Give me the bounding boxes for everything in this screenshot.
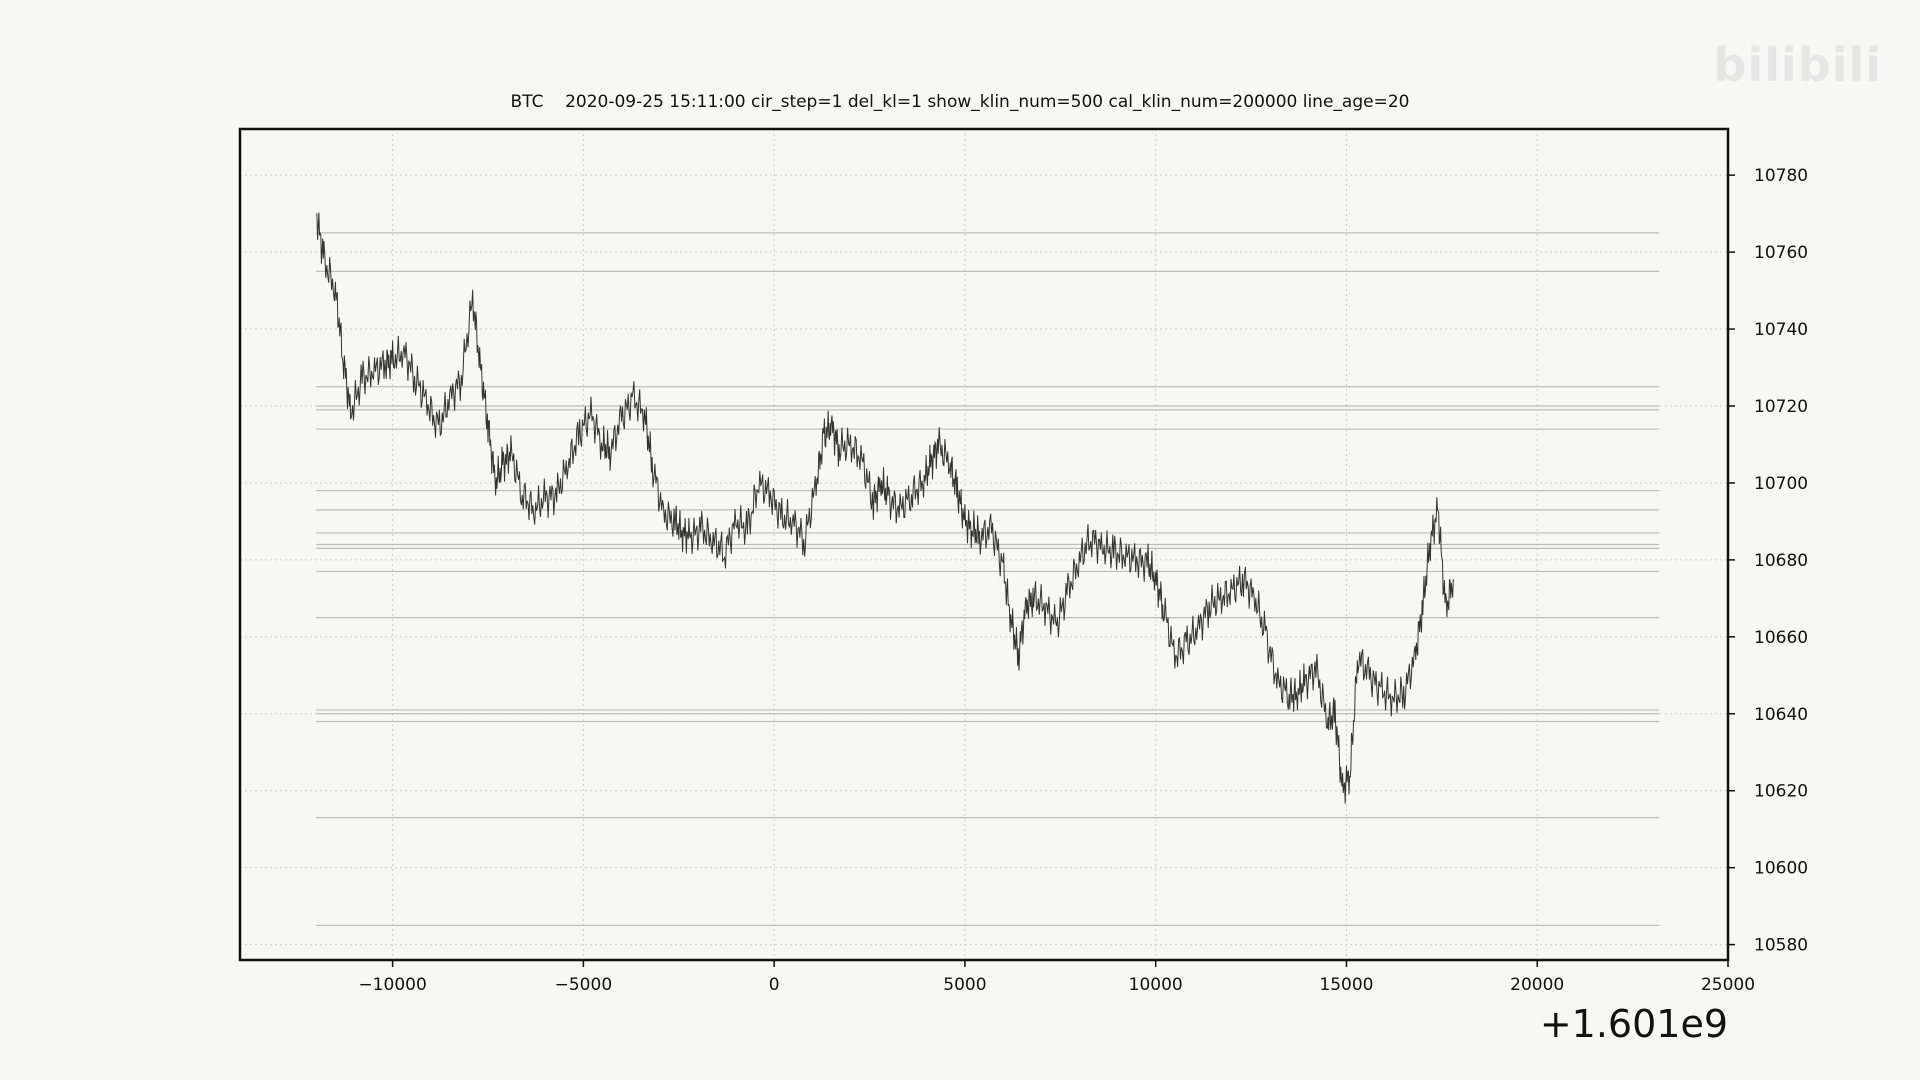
x-axis-offset-label: +1.601e9 [1539,1002,1728,1046]
y-tick-label: 10660 [1754,628,1808,648]
y-tick-label: 10640 [1754,705,1808,725]
x-tick-label: 0 [769,975,780,995]
x-tick-label: 20000 [1510,975,1564,995]
x-tick-label: −10000 [358,975,426,995]
x-tick-label: 25000 [1701,975,1755,995]
price-series [316,212,1454,804]
y-tick-label: 10780 [1754,166,1808,186]
plot-frame [238,127,1730,962]
support-resistance-lines [316,232,1660,926]
y-tick-label: 10700 [1754,474,1808,494]
x-tick-label: −5000 [555,975,613,995]
y-tick-label: 10760 [1754,243,1808,263]
y-tick-label: 10720 [1754,397,1808,417]
chart-title: BTC 2020-09-25 15:11:00 cir_step=1 del_k… [510,92,1410,112]
x-tick-label: 5000 [943,975,986,995]
y-axis-ticks: 10580 10600 10620 10640 10660 10680 10700 10720… [1728,166,1808,956]
watermark-logo: bilibili [1713,38,1882,92]
y-tick-label: 10620 [1754,782,1808,802]
y-tick-label: 10680 [1754,551,1808,571]
y-tick-label: 10600 [1754,859,1808,879]
x-tick-label: 15000 [1319,975,1373,995]
x-axis-ticks: −10000 −5000 0 5000 10000 15000 20000 25000 [358,960,1755,995]
y-tick-label: 10740 [1754,320,1808,340]
y-tick-label: 10580 [1754,936,1808,956]
price-line [316,212,1454,804]
x-tick-label: 10000 [1129,975,1183,995]
